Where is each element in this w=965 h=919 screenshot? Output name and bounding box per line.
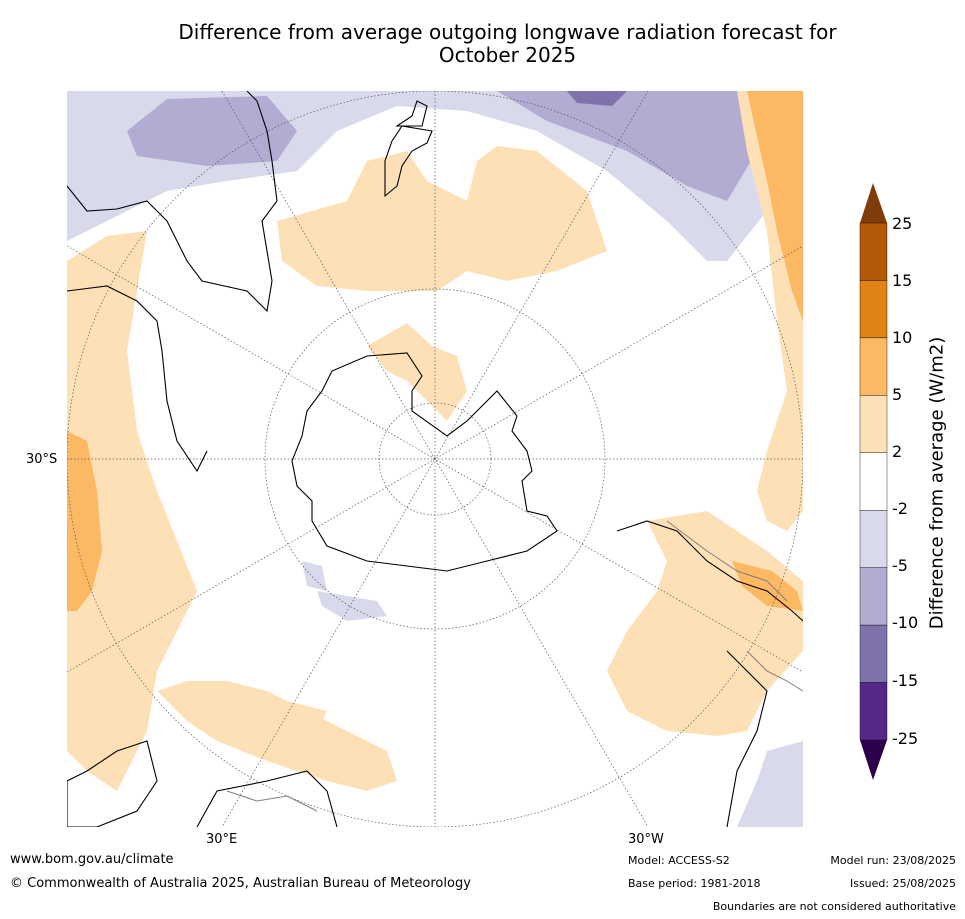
colorbar-title: Difference from average (W/m2) xyxy=(926,336,948,630)
colorbar-label-1: 25 xyxy=(892,214,913,233)
coastlines xyxy=(67,91,803,827)
boundaries xyxy=(226,520,803,812)
footer-model-run: Model run: 23/08/2025 xyxy=(830,854,956,867)
anomaly-region-positive-east-inner xyxy=(747,91,803,321)
lon-label-30w: 30°W xyxy=(628,832,664,847)
footer-model: Model: ACCESS-S2 xyxy=(628,854,730,867)
colorbar-top-triangle xyxy=(860,183,887,223)
colorbar-label-9: -15 xyxy=(892,671,919,690)
footer-base-period: Base period: 1981-2018 xyxy=(628,877,761,890)
anomaly-region-positive-small xyxy=(287,701,327,731)
colorbar-svg xyxy=(859,183,888,780)
colorbar-bin-8 xyxy=(859,624,888,683)
anomaly-region-positive-west xyxy=(67,231,197,791)
coastline-new-zealand xyxy=(384,125,433,198)
footer-website[interactable]: www.bom.gov.au/climate xyxy=(10,852,174,867)
colorbar-bin-5 xyxy=(859,452,888,511)
colorbar-label-4: 5 xyxy=(892,385,903,404)
coastline-africa xyxy=(67,740,158,827)
colorbar xyxy=(855,180,915,782)
coastline-australia-west xyxy=(67,285,208,473)
colorbar-bottom-triangle xyxy=(860,740,887,780)
colorbar-bins xyxy=(859,222,888,741)
anomaly-region-positive-west-inner xyxy=(67,431,102,611)
anomaly-region-negative-small-2 xyxy=(317,591,387,621)
map-svg xyxy=(67,91,803,827)
colorbar-bin-2 xyxy=(859,280,888,339)
colorbar-label-10: -25 xyxy=(892,729,919,748)
anomaly-region-positive-southeast-inner xyxy=(732,561,803,611)
anomaly-region-negative-north-inner xyxy=(127,96,297,166)
boundary-east-lower xyxy=(746,650,803,692)
anomaly-region-negative-small-1 xyxy=(302,561,327,591)
graticule-circle-2 xyxy=(264,288,606,630)
coastline-australia xyxy=(67,91,278,313)
colorbar-bin-6 xyxy=(859,510,888,568)
colorbar-label-7: -5 xyxy=(892,556,908,575)
colorbar-bin-4 xyxy=(859,395,888,453)
colorbar-bin-1 xyxy=(859,222,888,281)
map-title-line2: October 2025 xyxy=(438,43,577,67)
coastline-southern-africa xyxy=(196,770,338,827)
coastline-new-zealand-north xyxy=(395,100,428,127)
anomaly-region-positive-antarctic-peninsula xyxy=(367,323,467,421)
lat-label-30s: 30°S xyxy=(26,452,58,467)
footer-copyright: © Commonwealth of Australia 2025, Austra… xyxy=(10,876,471,891)
colorbar-label-3: 10 xyxy=(892,328,913,347)
anomaly-region-negative-southeast xyxy=(737,741,803,827)
footer-disclaimer: Boundaries are not considered authoritat… xyxy=(712,900,956,913)
map-title-line1: Difference from average outgoing longwav… xyxy=(178,20,837,44)
footer-issued: Issued: 25/08/2025 xyxy=(849,877,956,890)
colorbar-label-6: -2 xyxy=(892,499,908,518)
colorbar-label-8: -10 xyxy=(892,613,919,632)
anomaly-region-negative-core xyxy=(567,91,627,106)
coastline-south-america xyxy=(616,520,803,622)
coastline-antarctica xyxy=(291,352,558,572)
colorbar-label-2: 15 xyxy=(892,271,913,290)
anomaly-region-negative-northeast xyxy=(497,91,757,201)
colorbar-bin-7 xyxy=(859,567,888,626)
colorbar-bin-3 xyxy=(859,337,888,396)
coastline-east-lower xyxy=(726,650,768,827)
boundary-africa xyxy=(226,790,318,812)
anomaly-region-positive-north xyxy=(277,146,607,291)
map-panel xyxy=(67,91,803,827)
colorbar-bin-9 xyxy=(859,682,888,741)
graticule xyxy=(67,91,803,827)
boundary-south-america xyxy=(666,520,788,602)
anomaly-region-positive-southwest xyxy=(157,681,397,791)
colorbar-label-5: 2 xyxy=(892,442,903,461)
lon-label-30e: 30°E xyxy=(206,832,238,847)
map-title: Difference from average outgoing longwav… xyxy=(0,21,965,67)
